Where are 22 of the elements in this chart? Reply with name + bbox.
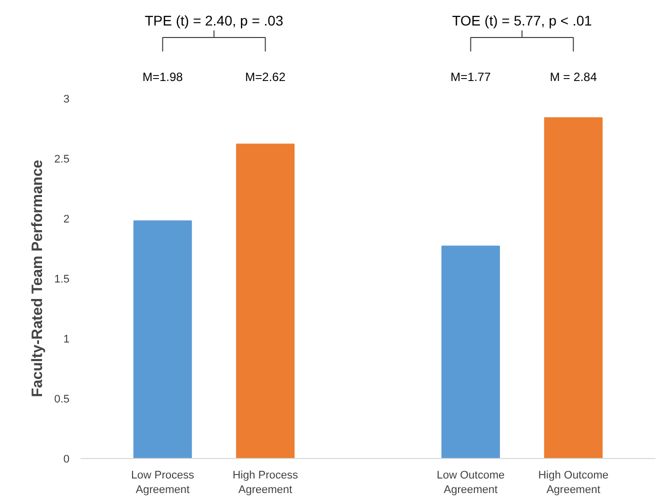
x-tick-label: High Process Agreement [232,470,299,496]
bar [544,117,603,458]
y-tick-label: 3 [63,94,70,106]
y-tick-label: 2 [63,214,70,226]
text: M=1.77 [450,70,492,84]
text: M = 2.84 [550,70,598,84]
x-tick-label: High Outcome Agreement [538,470,609,496]
x-tick-label: Low Outcome Agreement [436,470,505,496]
text: M=1.98 [142,70,184,84]
y-tick-label: 1.5 [54,274,70,286]
x-tick-label: Low Process Agreement [131,470,195,496]
y-tick-label: 0 [63,454,70,466]
text: TPE (t) = 2.40, p = .03 [144,12,284,29]
bar [236,144,295,458]
y-tick-label: 0.5 [54,394,70,406]
y-axis-title: Faculty-Rated Team Performance [29,160,46,398]
bar [133,220,192,458]
text: M=2.62 [245,70,286,84]
bar [441,246,500,458]
text: TOE (t) = 5.77, p < .01 [452,12,592,29]
y-tick-label: 1 [63,334,70,346]
y-tick-label: 2.5 [54,154,70,166]
